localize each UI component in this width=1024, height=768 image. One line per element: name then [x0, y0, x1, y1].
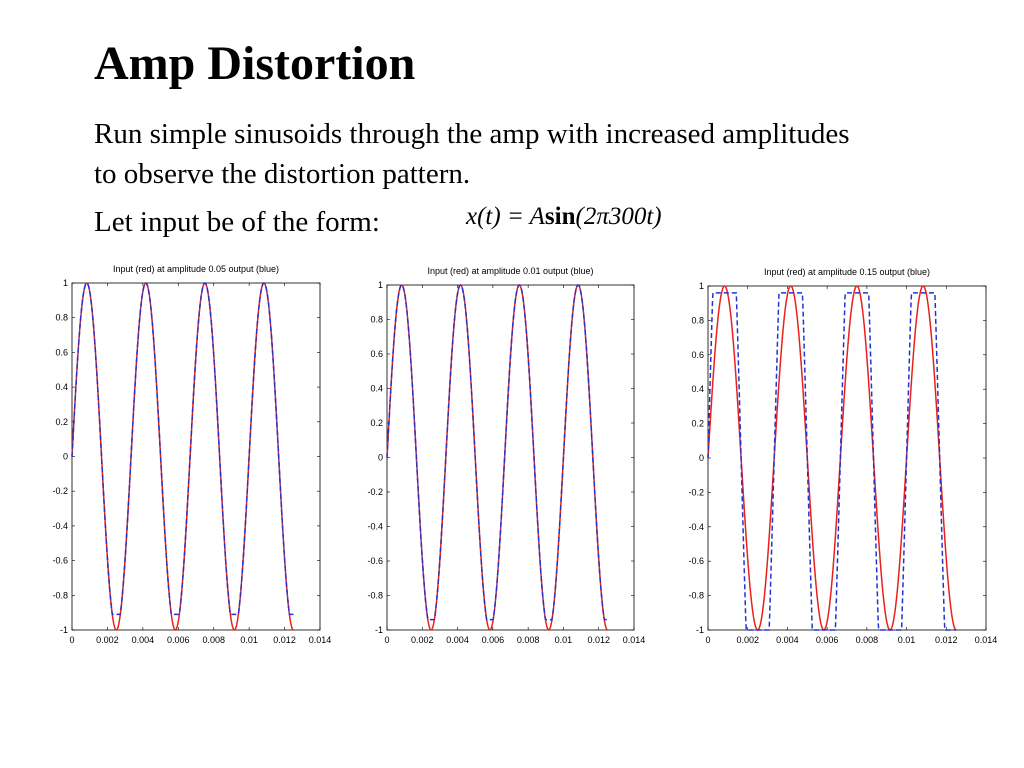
x-tick-label: 0.01 [898, 635, 916, 645]
body-paragraph: Run simple sinusoids through the amp wit… [94, 118, 850, 190]
x-tick-label: 0 [69, 635, 74, 645]
x-tick-label: 0.014 [623, 635, 646, 645]
x-tick-label: 0 [384, 635, 389, 645]
y-tick-label: 0 [63, 452, 68, 462]
y-tick-label: -1 [60, 625, 68, 635]
x-tick-label: 0.006 [482, 635, 505, 645]
x-tick-label: 0 [705, 635, 710, 645]
y-tick-label: 0.6 [370, 349, 383, 359]
series-output-line [71, 282, 294, 616]
y-tick-label: 0.6 [691, 350, 704, 360]
y-tick-label: 0.2 [55, 417, 68, 427]
x-tick-label: 0.004 [776, 635, 799, 645]
y-tick-label: -0.8 [52, 590, 68, 600]
y-tick-label: 1 [699, 281, 704, 291]
y-tick-label: 1 [378, 280, 383, 290]
x-tick-label: 0.006 [167, 635, 190, 645]
y-tick-label: -0.4 [688, 522, 704, 532]
y-tick-label: -0.6 [367, 556, 383, 566]
y-tick-label: -0.6 [52, 556, 68, 566]
formula-lhs: x(t) = [466, 203, 530, 230]
chart-amplitude-0-15: Input (red) at amplitude 0.15 output (bl… [688, 267, 998, 645]
y-tick-label: -0.4 [367, 522, 383, 532]
chart-title: Input (red) at amplitude 0.01 output (bl… [427, 266, 593, 276]
x-tick-label: 0.004 [446, 635, 469, 645]
x-tick-label: 0.008 [517, 635, 540, 645]
formula-argument: (2π300t) [575, 203, 662, 230]
x-tick-label: 0.008 [856, 635, 879, 645]
chart-title: Input (red) at amplitude 0.15 output (bl… [764, 267, 930, 277]
x-tick-label: 0.014 [309, 635, 332, 645]
y-tick-label: -1 [375, 625, 383, 635]
chart-amplitude-0-01: Input (red) at amplitude 0.01 output (bl… [367, 266, 646, 645]
y-tick-label: 0.8 [691, 315, 704, 325]
formula-amplitude: A [529, 203, 545, 230]
y-tick-label: 0.8 [55, 313, 68, 323]
y-tick-label: -0.6 [688, 556, 704, 566]
x-tick-label: 0.002 [96, 635, 119, 645]
x-tick-label: 0.012 [587, 635, 610, 645]
x-tick-label: 0.006 [816, 635, 839, 645]
slide-title: Amp Distortion [94, 37, 416, 90]
y-tick-label: 0.6 [55, 347, 68, 357]
formula-function: sin [544, 203, 576, 230]
input-formula: x(t) = Asin(2π300t) [466, 200, 662, 234]
y-tick-label: -0.2 [688, 487, 704, 497]
x-tick-label: 0.002 [411, 635, 434, 645]
y-tick-label: 0.2 [691, 419, 704, 429]
x-tick-label: 0.014 [975, 635, 998, 645]
series-output-line [707, 292, 957, 631]
x-tick-label: 0.002 [736, 635, 759, 645]
y-tick-label: 1 [63, 278, 68, 288]
y-tick-label: 0.8 [370, 315, 383, 325]
y-tick-label: -0.8 [688, 591, 704, 601]
series-output-line [386, 284, 608, 621]
y-tick-label: 0.4 [370, 384, 383, 394]
series-input-line [707, 285, 957, 631]
y-tick-label: 0.4 [55, 382, 68, 392]
chart-title: Input (red) at amplitude 0.05 output (bl… [113, 264, 279, 274]
input-form-label: Let input be of the form: [94, 206, 380, 238]
y-tick-label: -0.8 [367, 591, 383, 601]
y-tick-label: -0.2 [52, 486, 68, 496]
x-tick-label: 0.008 [202, 635, 225, 645]
y-tick-label: -0.2 [367, 487, 383, 497]
x-tick-label: 0.012 [273, 635, 296, 645]
x-tick-label: 0.01 [555, 635, 573, 645]
x-tick-label: 0.012 [935, 635, 958, 645]
y-tick-label: 0.4 [691, 384, 704, 394]
x-tick-label: 0.004 [132, 635, 155, 645]
y-tick-label: -1 [696, 625, 704, 635]
y-tick-label: 0.2 [370, 418, 383, 428]
x-tick-label: 0.01 [240, 635, 258, 645]
chart-amplitude-0-05: Input (red) at amplitude 0.05 output (bl… [52, 264, 332, 645]
y-tick-label: 0 [378, 453, 383, 463]
y-tick-label: -0.4 [52, 521, 68, 531]
y-tick-label: 0 [699, 453, 704, 463]
